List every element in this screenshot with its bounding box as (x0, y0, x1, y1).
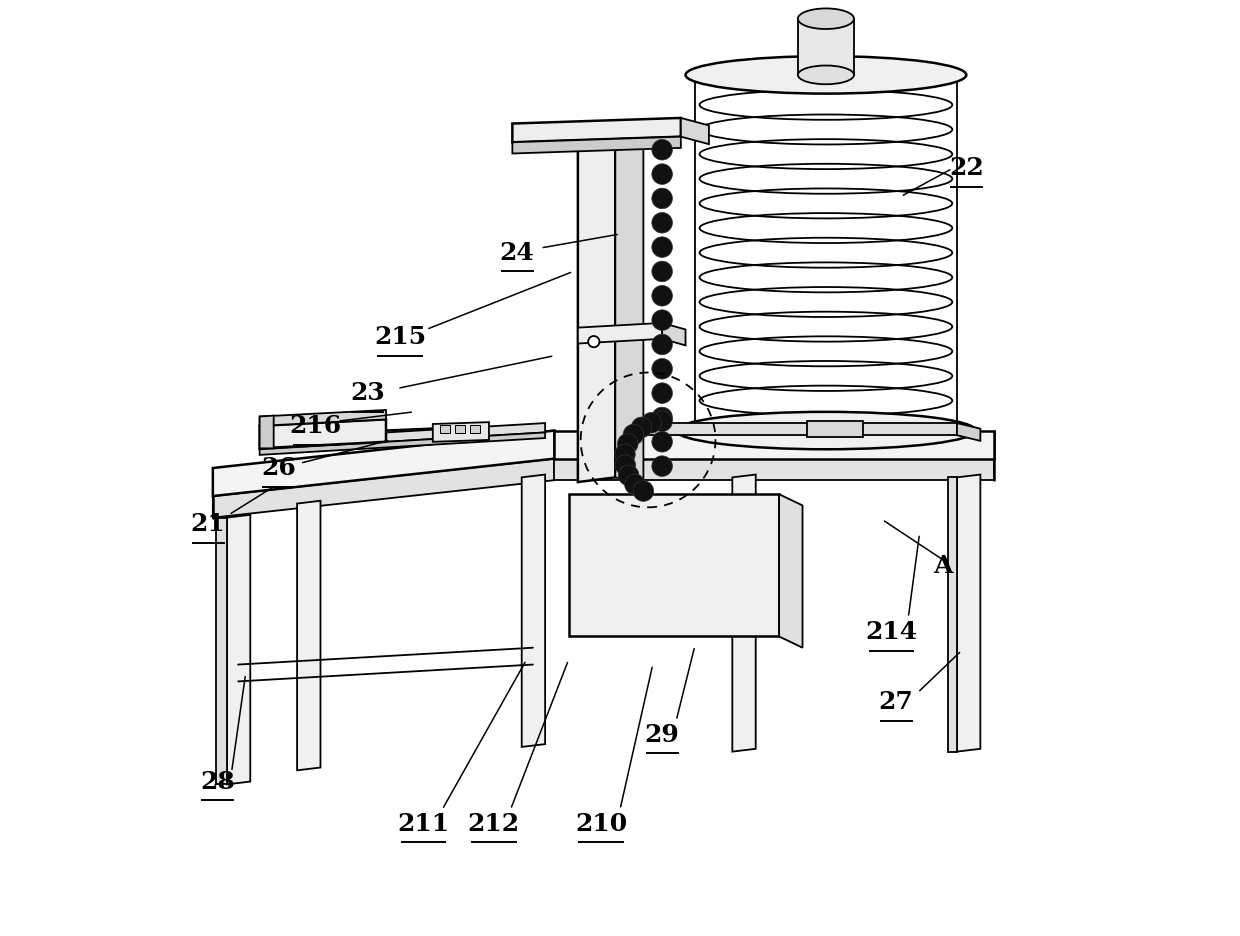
Circle shape (652, 383, 672, 403)
Text: A: A (934, 554, 952, 578)
Polygon shape (512, 118, 681, 142)
Polygon shape (259, 419, 386, 448)
Circle shape (619, 465, 639, 486)
Circle shape (652, 139, 672, 160)
Ellipse shape (676, 412, 976, 449)
Polygon shape (947, 477, 957, 752)
Text: 216: 216 (290, 414, 342, 438)
Polygon shape (440, 425, 450, 433)
Circle shape (652, 164, 672, 184)
Polygon shape (259, 410, 386, 426)
Polygon shape (455, 425, 465, 433)
Circle shape (652, 237, 672, 257)
Circle shape (618, 433, 639, 454)
Polygon shape (298, 501, 320, 770)
Circle shape (631, 417, 652, 438)
Circle shape (641, 413, 662, 433)
Circle shape (652, 261, 672, 282)
Polygon shape (213, 459, 554, 518)
Text: 214: 214 (866, 620, 918, 644)
Circle shape (652, 456, 672, 476)
Polygon shape (568, 494, 779, 636)
Text: 215: 215 (374, 325, 427, 349)
Circle shape (624, 424, 644, 445)
Text: 22: 22 (949, 156, 983, 181)
Text: 24: 24 (500, 241, 534, 265)
Text: 21: 21 (191, 512, 226, 536)
Polygon shape (259, 423, 546, 449)
Polygon shape (554, 459, 994, 480)
Circle shape (652, 431, 672, 452)
Circle shape (652, 310, 672, 330)
Circle shape (634, 481, 653, 502)
Circle shape (652, 358, 672, 379)
Circle shape (652, 188, 672, 209)
Polygon shape (957, 423, 981, 441)
Polygon shape (681, 118, 709, 144)
Polygon shape (578, 131, 615, 482)
Polygon shape (578, 323, 662, 344)
Polygon shape (615, 131, 644, 484)
Polygon shape (662, 323, 686, 345)
Circle shape (615, 444, 635, 464)
Polygon shape (554, 431, 994, 459)
Text: 23: 23 (350, 381, 384, 405)
Ellipse shape (686, 56, 966, 94)
Polygon shape (620, 423, 957, 435)
Ellipse shape (797, 8, 854, 29)
Circle shape (615, 455, 636, 475)
Circle shape (652, 411, 672, 431)
Ellipse shape (797, 66, 854, 84)
Polygon shape (259, 416, 274, 448)
Circle shape (652, 212, 672, 233)
Text: 27: 27 (879, 690, 914, 714)
Circle shape (652, 285, 672, 306)
Polygon shape (433, 422, 489, 442)
Text: 212: 212 (467, 812, 520, 836)
Circle shape (652, 407, 672, 428)
Text: 26: 26 (260, 456, 295, 480)
Polygon shape (733, 475, 755, 752)
Polygon shape (779, 494, 802, 648)
Polygon shape (512, 137, 681, 154)
Text: 29: 29 (645, 723, 680, 747)
Polygon shape (216, 518, 227, 784)
Text: 211: 211 (397, 812, 450, 836)
Polygon shape (470, 425, 480, 433)
Polygon shape (522, 475, 546, 747)
Circle shape (652, 334, 672, 355)
Text: 210: 210 (575, 812, 627, 836)
Circle shape (625, 474, 645, 494)
Circle shape (588, 336, 599, 347)
Polygon shape (797, 19, 854, 75)
Polygon shape (807, 421, 863, 437)
Text: 28: 28 (200, 769, 234, 794)
Polygon shape (227, 515, 250, 784)
Polygon shape (957, 475, 981, 752)
Polygon shape (213, 431, 554, 496)
Polygon shape (259, 432, 546, 455)
